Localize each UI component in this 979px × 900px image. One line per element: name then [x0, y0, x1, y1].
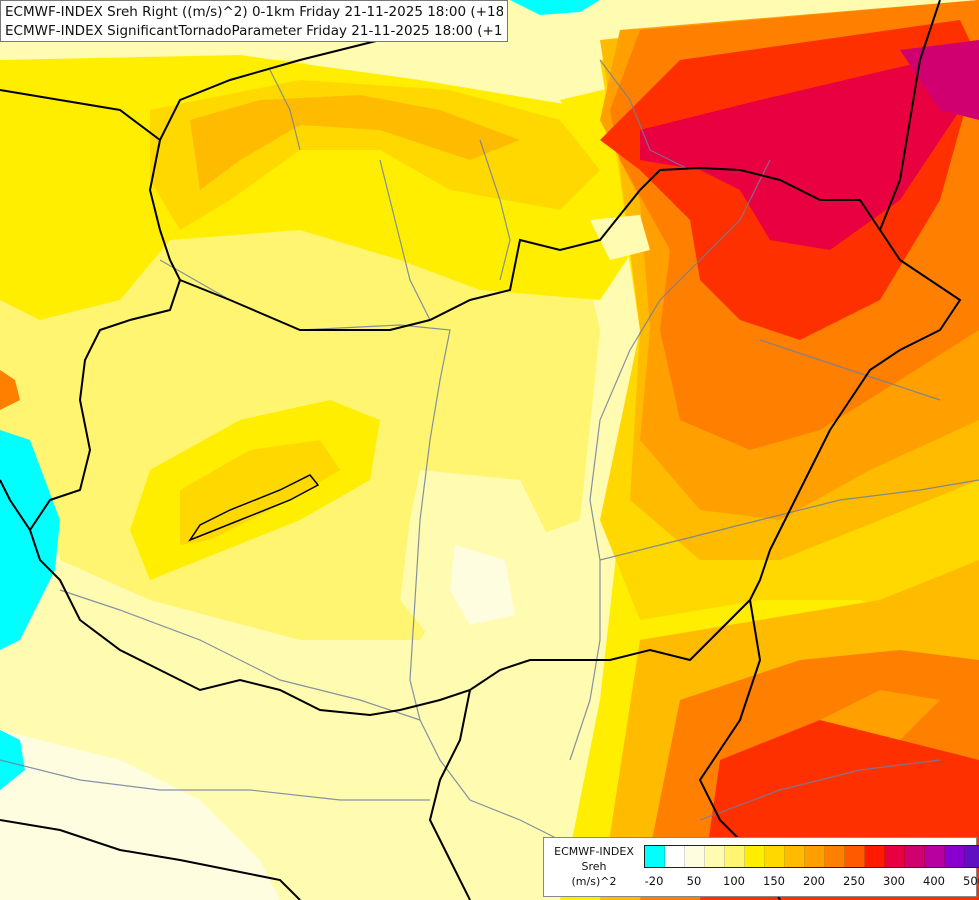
legend-tick: 400 [923, 874, 945, 888]
legend-swatch [785, 846, 805, 867]
legend-color-bar [644, 845, 979, 868]
legend-swatch [705, 846, 725, 867]
map-title-box: ECMWF-INDEX Sreh Right ((m/s)^2) 0-1km F… [0, 0, 508, 42]
legend-swatch [865, 846, 885, 867]
field-amber-sw-ridge [180, 440, 340, 545]
river-hron [479, 139, 511, 281]
legend-swatch [765, 846, 785, 867]
legend-tick: 50 [686, 874, 702, 888]
river-sava [0, 759, 430, 801]
border-croatia [0, 819, 301, 900]
river-southeast [699, 759, 941, 821]
legend-swatch [645, 846, 665, 867]
river-drava [59, 589, 421, 721]
border-lake-balaton [188, 474, 320, 542]
legend-swatch [805, 846, 825, 867]
field-pale-spot [450, 545, 515, 625]
legend-tick: -20 [644, 874, 664, 888]
border-slovakia-west [148, 139, 181, 281]
legend-swatch [825, 846, 845, 867]
field-cyan-west [0, 430, 60, 650]
legend-tick: 100 [723, 874, 745, 888]
rivers-layer [0, 59, 979, 841]
title-line-stp: ECMWF-INDEX SignificantTornadoParameter … [5, 23, 503, 39]
legend-tick: 300 [883, 874, 905, 888]
legend-swatch [685, 846, 705, 867]
river-north-b [599, 59, 691, 171]
legend-tick: 250 [843, 874, 865, 888]
legend-tick: 500 [963, 874, 979, 888]
legend-tick: 150 [763, 874, 785, 888]
legend-swatch [725, 846, 745, 867]
river-mures [599, 479, 979, 561]
legend-swatch [905, 846, 925, 867]
border-west [0, 89, 161, 141]
legend-swatch [845, 846, 865, 867]
field-orange-north [190, 95, 520, 190]
legend-swatch [745, 846, 765, 867]
legend-tick-labels: -2050100150200250300400500700 [644, 874, 979, 890]
legend-label-variable: Sreh [581, 860, 607, 873]
river-vah [379, 159, 431, 321]
legend-swatch [925, 846, 945, 867]
legend-tick: 200 [803, 874, 825, 888]
field-pale-southwest [0, 730, 280, 900]
river-north-a [269, 69, 301, 151]
field-crimson-east [640, 60, 960, 250]
legend-swatch [665, 846, 685, 867]
title-line-sreh: ECMWF-INDEX Sreh Right ((m/s)^2) 0-1km F… [5, 4, 503, 20]
field-pale-east-spot [590, 215, 650, 260]
colorbar-legend: ECMWF-INDEX Sreh (m/s)^2 -20 50 100 150 200 2… [543, 837, 979, 897]
border-serbia [428, 689, 471, 900]
legend-swatch [965, 846, 979, 867]
river-danube [159, 259, 561, 841]
legend-label-source: ECMWF-INDEX [554, 845, 634, 858]
field-cyan-southwest [0, 730, 25, 790]
field-cyan-top [510, 0, 600, 15]
border-ukraine [879, 0, 941, 231]
field-orange-se-spot [820, 690, 940, 740]
border-austria [0, 479, 31, 531]
river-somes [759, 339, 941, 401]
field-red-west-edge [0, 370, 20, 410]
legend-swatch [885, 846, 905, 867]
legend-label: ECMWF-INDEX Sreh (m/s)^2 [548, 844, 640, 889]
legend-swatch [945, 846, 965, 867]
legend-label-unit: (m/s)^2 [571, 875, 617, 888]
